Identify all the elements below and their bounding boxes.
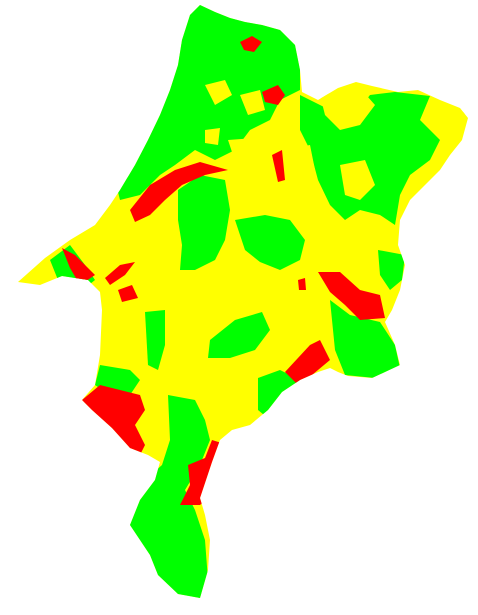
region-red-west-2 <box>105 262 135 285</box>
region-yellow-ne-2 <box>430 110 465 135</box>
region-yellow-ne-3 <box>340 160 375 200</box>
region-red-north-2 <box>262 85 285 105</box>
region-green-east <box>378 250 405 290</box>
region-red-west-1 <box>62 248 95 285</box>
region-green-south-center <box>258 370 300 420</box>
region-yellow-north-4 <box>205 128 220 145</box>
region-red-southwest <box>82 385 145 455</box>
region-green-northeast <box>300 92 440 225</box>
region-red-east <box>318 272 385 320</box>
yellow-patches <box>205 80 465 200</box>
region-red-center-east <box>285 340 330 385</box>
region-red-west-3 <box>118 285 138 302</box>
region-green-center-west <box>178 175 230 270</box>
region-green-small-1 <box>255 228 280 250</box>
region-yellow-ne-1 <box>320 88 375 130</box>
region-green-southeast <box>330 300 400 378</box>
region-yellow-north-3 <box>228 138 255 155</box>
red-regions <box>62 36 385 505</box>
region-green-west-2 <box>145 310 165 370</box>
region-red-north-3 <box>272 150 285 182</box>
region-red-north-center <box>130 162 228 222</box>
region-yellow-north-2 <box>240 90 265 115</box>
region-red-north-1 <box>240 36 262 52</box>
region-yellow-ne-4 <box>285 145 315 178</box>
region-green-mid <box>208 312 270 358</box>
region-yellow-north-1 <box>205 80 232 105</box>
region-red-small <box>298 278 306 290</box>
